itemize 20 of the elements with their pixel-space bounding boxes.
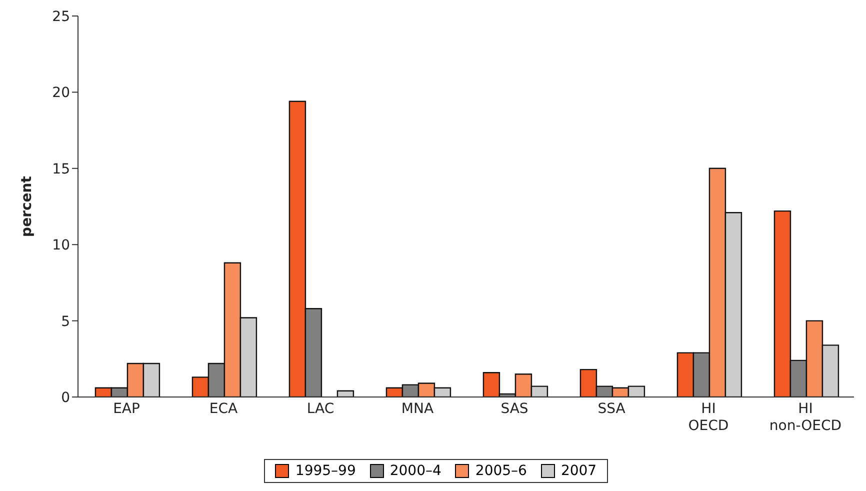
- x-tick-label: EAP: [113, 401, 140, 417]
- legend-label: 2005–6: [474, 463, 527, 479]
- x-tick-label: HI non-OECD: [769, 401, 842, 434]
- y-tick-label: 10: [52, 238, 70, 254]
- x-tick-label: MNA: [401, 401, 434, 417]
- bar: [336, 390, 354, 397]
- legend-label: 1995–99: [294, 463, 356, 479]
- y-tick-label: 25: [52, 8, 70, 25]
- x-tick-label: ECA: [209, 401, 238, 417]
- x-tick-label: LAC: [306, 401, 334, 417]
- legend-label: 2000–4: [388, 463, 442, 479]
- y-tick-label: 5: [61, 314, 70, 330]
- x-tick-label: SAS: [500, 401, 528, 417]
- y-tick-label: 20: [52, 85, 70, 102]
- x-tick-label: SSA: [598, 401, 626, 417]
- y-axis-title: percent: [18, 176, 35, 237]
- y-tick-label: 15: [52, 161, 70, 178]
- x-tick-label: HI OECD: [688, 401, 729, 434]
- y-tick-label: 0: [61, 390, 70, 406]
- legend-label: 2007: [560, 463, 597, 479]
